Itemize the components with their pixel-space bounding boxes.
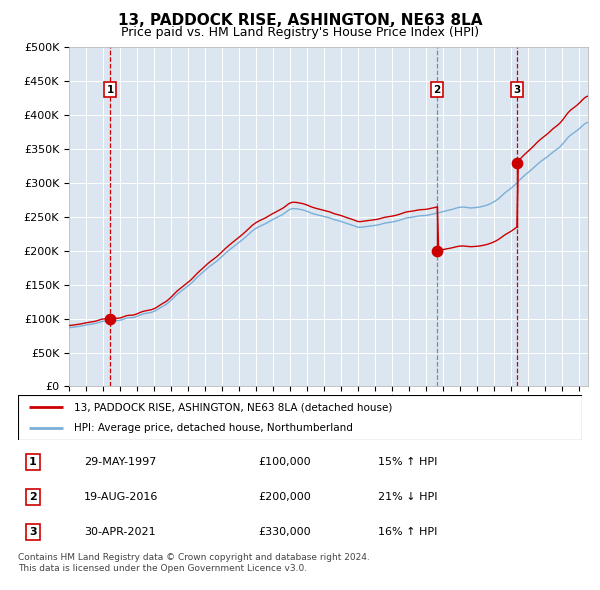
Point	[512, 158, 522, 168]
Text: 1: 1	[29, 457, 37, 467]
Text: Contains HM Land Registry data © Crown copyright and database right 2024.
This d: Contains HM Land Registry data © Crown c…	[18, 553, 370, 573]
Text: 13, PADDOCK RISE, ASHINGTON, NE63 8LA: 13, PADDOCK RISE, ASHINGTON, NE63 8LA	[118, 13, 482, 28]
Point	[105, 314, 115, 323]
Text: 2: 2	[29, 492, 37, 502]
Text: 1: 1	[106, 84, 113, 94]
Text: 2: 2	[433, 84, 440, 94]
Text: 16% ↑ HPI: 16% ↑ HPI	[378, 527, 437, 537]
Text: 29-MAY-1997: 29-MAY-1997	[84, 457, 157, 467]
Point	[432, 246, 442, 255]
Text: 21% ↓ HPI: 21% ↓ HPI	[378, 492, 437, 502]
Text: £330,000: £330,000	[258, 527, 311, 537]
Text: 19-AUG-2016: 19-AUG-2016	[84, 492, 158, 502]
Text: HPI: Average price, detached house, Northumberland: HPI: Average price, detached house, Nort…	[74, 422, 353, 432]
Text: 3: 3	[29, 527, 37, 537]
Text: £200,000: £200,000	[258, 492, 311, 502]
Text: Price paid vs. HM Land Registry's House Price Index (HPI): Price paid vs. HM Land Registry's House …	[121, 26, 479, 39]
Text: 15% ↑ HPI: 15% ↑ HPI	[378, 457, 437, 467]
Text: 30-APR-2021: 30-APR-2021	[84, 527, 155, 537]
FancyBboxPatch shape	[18, 395, 582, 440]
Text: 3: 3	[514, 84, 521, 94]
Text: 13, PADDOCK RISE, ASHINGTON, NE63 8LA (detached house): 13, PADDOCK RISE, ASHINGTON, NE63 8LA (d…	[74, 402, 393, 412]
Text: £100,000: £100,000	[258, 457, 311, 467]
